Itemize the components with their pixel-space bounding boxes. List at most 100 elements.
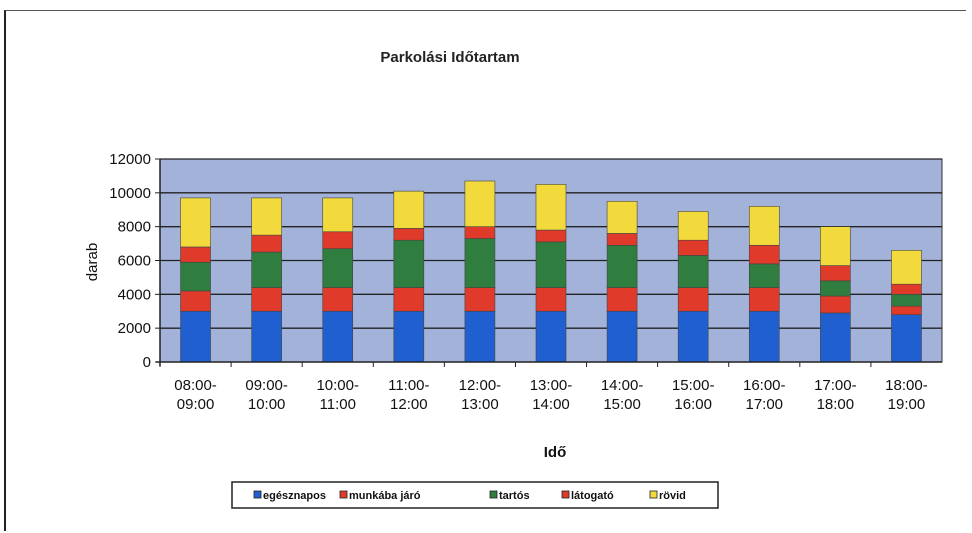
x-tick-label: 19:00 (888, 396, 926, 413)
legend-swatch (649, 490, 658, 499)
x-tick-label: 18:00 (817, 396, 855, 413)
bar-segment (606, 200, 638, 234)
bar-segment (180, 197, 211, 248)
bar-segment (393, 228, 425, 241)
bar-segment (464, 180, 496, 227)
y-tick-label: 12000 (109, 151, 151, 168)
bar-segment (677, 255, 709, 288)
x-tick-label: 10:00- (316, 377, 359, 394)
bar-segment (180, 246, 211, 263)
y-axis-ticks: 0 2000 4000 6000 8000 10000 12000 (109, 151, 160, 371)
chart-frame (4, 10, 966, 531)
x-tick-label: 13:00 (461, 396, 499, 413)
x-tick-label: 09:00- (245, 377, 288, 394)
bar-segment (891, 283, 922, 295)
legend-entry: rövid (659, 490, 686, 502)
bars (180, 180, 922, 363)
bar-segment (606, 233, 638, 246)
legend-swatch (339, 490, 348, 499)
y-axis-label: darab (84, 243, 101, 281)
bar-segment (464, 238, 496, 288)
bar-segment (464, 287, 496, 312)
x-tick-label: 15:00- (672, 377, 715, 394)
legend-entry: tartós (499, 490, 530, 502)
x-tick-label: 14:00 (532, 396, 570, 413)
y-tick-label: 10000 (109, 185, 151, 202)
bar-segment (322, 231, 354, 249)
bar-segment (393, 190, 425, 229)
bar-segment (535, 184, 567, 231)
bar-segment (535, 310, 567, 363)
bar-segment (393, 310, 425, 363)
x-tick-label: 16:00- (743, 377, 786, 394)
bar-segment (322, 287, 354, 312)
x-tick-label: 11:00 (320, 396, 356, 413)
legend-swatch (253, 490, 262, 499)
x-tick-label: 17:00- (814, 377, 857, 394)
x-tick-label: 12:00 (390, 396, 428, 413)
x-tick-label: 13:00- (530, 377, 573, 394)
bar-segment (677, 211, 709, 241)
x-tick-label: 08:00- (174, 377, 217, 394)
bar-segment (891, 305, 922, 315)
bar-segment (535, 241, 567, 288)
x-tick-label: 17:00 (745, 396, 783, 413)
bar-segment (393, 287, 425, 312)
bar-segment (820, 295, 851, 314)
bar-segment (820, 280, 851, 297)
legend-entry: látogató (571, 490, 614, 502)
x-tick-label: 14:00- (601, 377, 644, 394)
x-tick-label: 11:00- (388, 377, 429, 394)
bar-segment (891, 314, 922, 363)
x-tick-label: 15:00 (603, 396, 641, 413)
bar-segment (820, 312, 851, 363)
bar-segment (251, 287, 282, 312)
x-tick-label: 09:00 (177, 396, 215, 413)
bar-segment (535, 287, 567, 312)
bar-segment (748, 287, 780, 312)
bar-segment (677, 287, 709, 312)
bar-segment (464, 226, 496, 239)
bar-segment (677, 239, 709, 256)
chart-title: Parkolási Időtartam (380, 49, 519, 66)
bar-segment (322, 197, 354, 233)
x-tick-label: 18:00- (885, 377, 928, 394)
bar-segment (891, 294, 922, 307)
x-axis-ticks: 08:00- 09:00 09:00- 10:00 10:00- 11:00 11:00- 1… (159, 362, 928, 413)
legend-entry: egésznapos (263, 490, 326, 502)
bar-segment (606, 310, 638, 363)
legend-entry: munkába járó (349, 490, 421, 502)
bar-segment (820, 226, 851, 266)
bar-segment (251, 310, 282, 363)
y-tick-label: 0 (143, 354, 151, 371)
bar-segment (322, 310, 354, 363)
bar-segment (748, 263, 780, 288)
bar-segment (322, 248, 354, 288)
bar-segment (820, 265, 851, 282)
bar-segment (251, 251, 282, 288)
bar-segment (180, 310, 211, 363)
y-tick-label: 6000 (118, 253, 151, 270)
x-tick-label: 12:00- (459, 377, 502, 394)
legend-swatch (489, 490, 498, 499)
bar-segment (464, 310, 496, 363)
bar-segment (891, 250, 922, 285)
bar-segment (748, 310, 780, 363)
bar-segment (748, 244, 780, 265)
bar-segment (393, 239, 425, 288)
y-tick-label: 2000 (118, 320, 151, 337)
bar-segment (251, 234, 282, 253)
bar-segment (606, 244, 638, 288)
bar-segment (251, 197, 282, 236)
x-tick-label: 16:00 (674, 396, 712, 413)
y-tick-label: 8000 (118, 219, 151, 236)
x-axis-label: Idő (544, 444, 567, 461)
bar-segment (677, 310, 709, 363)
bar-segment (180, 290, 211, 312)
x-tick-label: 10:00 (248, 396, 286, 413)
bar-segment (180, 261, 211, 292)
bar-segment (748, 206, 780, 246)
legend-box (231, 481, 719, 509)
y-tick-label: 4000 (118, 286, 151, 303)
